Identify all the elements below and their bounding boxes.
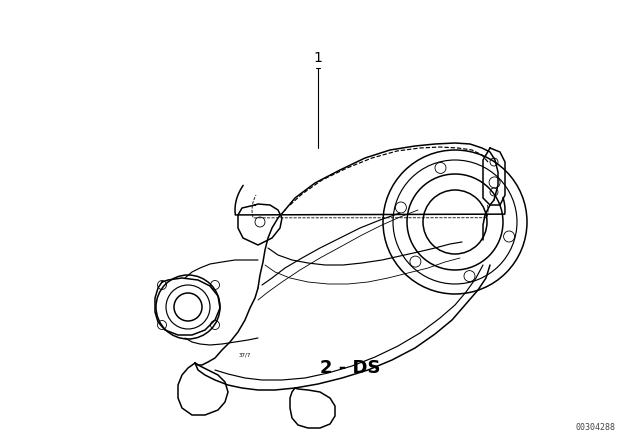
Text: 2 - DS: 2 - DS xyxy=(320,359,380,377)
Text: 1: 1 xyxy=(314,51,323,65)
Text: 37/7: 37/7 xyxy=(239,353,251,358)
Text: 00304288: 00304288 xyxy=(575,423,615,432)
